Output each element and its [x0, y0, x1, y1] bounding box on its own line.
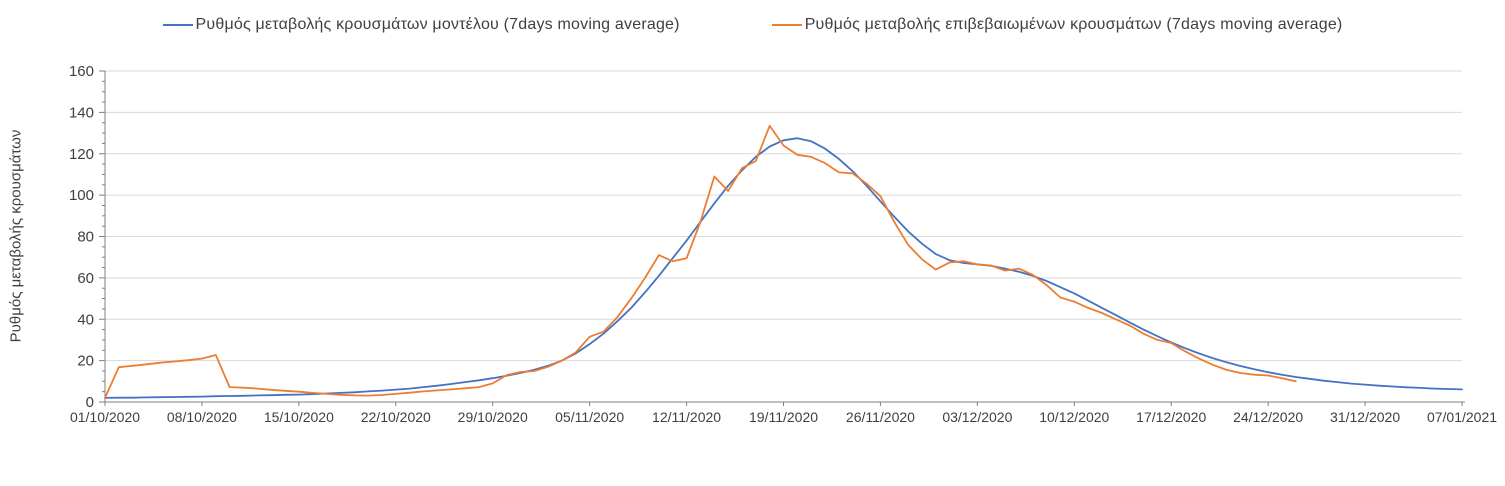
legend-label-confirmed: Ρυθμός μεταβολής επιβεβαιωμένων κρουσμάτ…	[804, 16, 1343, 33]
y-tick-label: 40	[77, 311, 94, 328]
y-tick-label: 60	[77, 270, 94, 287]
x-tick-label: 31/12/2020	[1330, 409, 1400, 425]
x-tick-label: 03/12/2020	[942, 409, 1012, 425]
legend-item-confirmed: Ρυθμός μεταβολής επιβεβαιωμένων κρουσμάτ…	[771, 16, 1343, 34]
y-tick-label: 120	[69, 146, 94, 163]
x-tick-label: 29/10/2020	[458, 409, 528, 425]
x-tick-label: 05/11/2020	[555, 409, 624, 425]
gridlines	[105, 70, 1462, 362]
x-tick-label: 07/01/2021	[1427, 409, 1497, 425]
confirmed-line-marker-icon	[771, 24, 802, 26]
y-axis	[99, 70, 106, 403]
chart-legend: Ρυθμός μεταβολής κρουσμάτων μοντέλου (7d…	[0, 16, 1505, 34]
x-tick-label: 17/12/2020	[1136, 409, 1206, 425]
y-tick-label: 0	[86, 394, 94, 411]
x-tick-label: 15/10/2020	[264, 409, 334, 425]
legend-label-model: Ρυθμός μεταβολής κρουσμάτων μοντέλου (7d…	[195, 16, 680, 33]
y-tick-label: 80	[77, 229, 94, 246]
legend-item-model: Ρυθμός μεταβολής κρουσμάτων μοντέλου (7d…	[162, 16, 680, 34]
x-tick-label: 24/12/2020	[1233, 409, 1303, 425]
y-tick-label: 20	[77, 353, 94, 370]
x-tick-label: 12/11/2020	[652, 409, 721, 425]
y-axis-title: Ρυθμός μεταβολής κρουσμάτων	[7, 129, 25, 343]
y-tick-label: 140	[69, 104, 94, 121]
x-tick-label: 26/11/2020	[846, 409, 915, 425]
x-tick-label: 22/10/2020	[361, 409, 431, 425]
y-tick-labels: 0 20 40 60 80 100 120 140 160	[69, 63, 94, 411]
x-tick-label: 19/11/2020	[749, 409, 818, 425]
x-tick-label: 01/10/2020	[70, 409, 140, 425]
y-tick-label: 100	[69, 187, 94, 204]
y-tick-label: 160	[69, 63, 94, 80]
series-model-line	[104, 137, 1463, 399]
series-confirmed-line	[104, 124, 1297, 399]
x-tick-labels: 01/10/2020 08/10/2020 15/10/2020 22/10/2020…	[70, 409, 1497, 425]
model-line-marker-icon	[162, 24, 193, 26]
x-axis	[104, 401, 1465, 406]
x-tick-label: 08/10/2020	[167, 409, 237, 425]
x-tick-label: 10/12/2020	[1039, 409, 1109, 425]
